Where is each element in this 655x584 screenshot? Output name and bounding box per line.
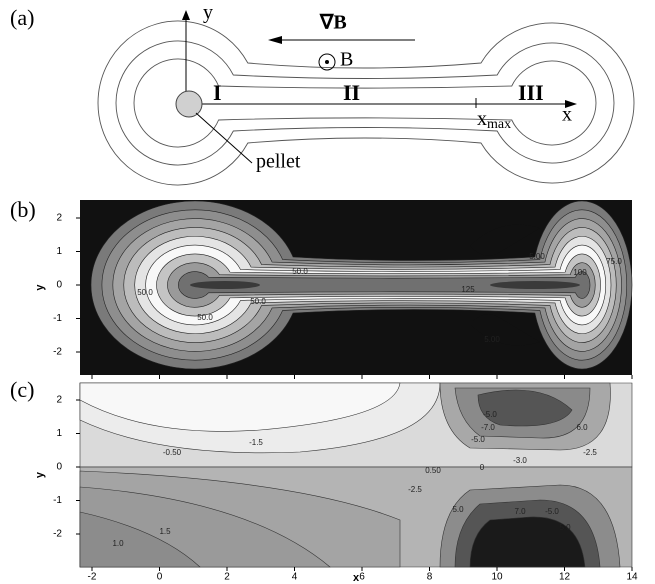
y-tick-label: 1 [56,428,62,439]
y-tick-label: 1 [56,246,62,257]
contour-label: -1.5 [249,438,263,447]
panel-label: (c) [10,377,34,402]
contour-core [190,281,260,289]
pellet-label: pellet [256,151,301,173]
x-tick-label: 2 [224,572,230,583]
contour-label: 6.0 [576,423,588,432]
contour-label: 50.0 [292,267,308,276]
grad-b-label: ∇B [319,12,347,34]
contour-label: 50.0 [197,313,213,322]
contour-label: 1.0 [112,539,124,548]
arrow [182,10,190,20]
x-max-sub: max [487,117,511,132]
y-tick-label: -1 [53,495,62,506]
contour-label: 1.5 [159,527,171,536]
contour-label: 125 [461,285,475,294]
x-axis-label: x [353,572,360,584]
panel-b: (b) 2 1 0 -1 -2 y 50.0 50.0 50.0 50.0 5.00 100 125 75.… [10,197,632,379]
x-tick-label: 6 [359,572,365,583]
contour-label: -0.50 [163,448,182,457]
pellet [176,91,202,117]
y-tick-label: -2 [53,347,62,358]
y-tick-label: 0 [56,280,62,291]
b-field-dot [325,60,329,64]
region-label: III [518,80,544,105]
contour-label: -2.5 [408,485,422,494]
x-tick-label: 4 [292,572,298,583]
arrow [268,36,282,44]
contour-label: 5.0 [559,523,571,532]
contour-label: 0 [480,463,485,472]
contour-label: 50.0 [137,288,153,297]
axis-y-label: y [203,2,213,24]
contour-label: -5.0 [471,435,485,444]
y-tick-label: -2 [53,529,62,540]
contour-label: 0.50 [425,466,441,475]
x-tick-label: 0 [157,572,163,583]
x-tick-label: 12 [559,572,571,583]
x-tick-label: -2 [88,572,97,583]
contour-label: 5.0 [452,505,464,514]
y-tick-label: 0 [56,462,62,473]
axis-x-label: x [562,104,572,126]
contour-label: 75.0 [606,257,622,266]
contour-label: -7.0 [481,423,495,432]
contour-label: 100 [573,268,587,277]
region-label: I [213,80,222,105]
b-field-label: B [340,49,353,71]
region-label: II [343,80,360,105]
x-tick-label: 14 [626,572,638,583]
x-tick-label: 10 [491,572,503,583]
y-tick-label: -1 [53,313,62,324]
y-tick-label: 2 [56,213,62,224]
y-axis-label: y [34,284,46,291]
contour-label: 7.0 [514,507,526,516]
contour-label: -2.5 [583,448,597,457]
x-max-base: x [477,108,487,130]
contour-label: -5.0 [545,507,559,516]
figure: (a)yx∇BBIIIIIIxmaxpellet (b)210-1-2y50.0… [0,0,655,584]
contour-label: -5.0 [483,410,497,419]
y-axis-label: y [34,471,46,478]
y-tick-label: 2 [56,395,62,406]
contour-label: 50.0 [250,297,266,306]
panel-c: (c)210-1-2y-0.50-1.5-5.0-7.0-5.06.0-3.0-… [10,377,638,584]
contour-label: 5.00 [484,335,500,344]
contour-core [490,281,580,289]
x-max-label: xmax [477,108,511,133]
panel-label: (a) [10,5,34,30]
panel-label: (b) [10,197,36,222]
contour-label: 5.00 [529,252,545,261]
x-tick-label: 8 [427,572,433,583]
contour-label: -3.0 [513,456,527,465]
